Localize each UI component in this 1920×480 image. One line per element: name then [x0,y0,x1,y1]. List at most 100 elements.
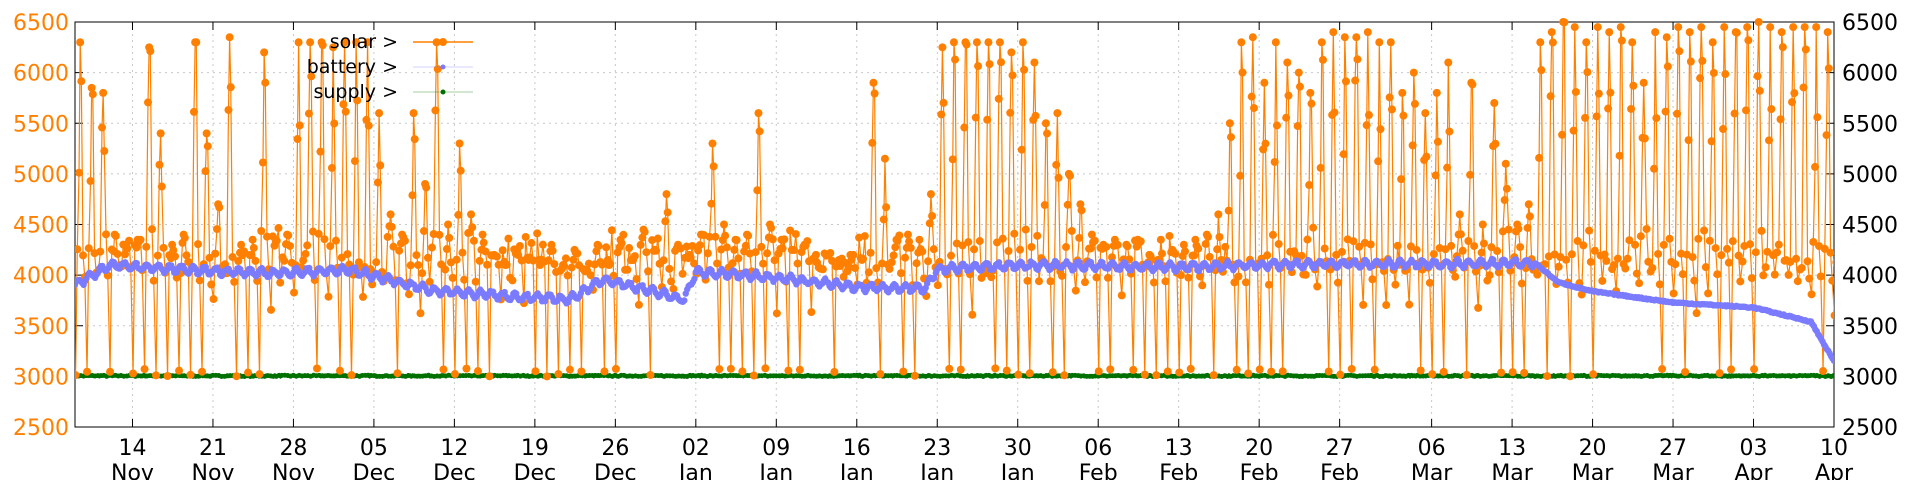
solar-point [1629,81,1638,90]
solar-point [544,256,553,265]
solar-point [1041,119,1050,128]
solar-point [1347,364,1356,373]
solar-point [1579,241,1588,250]
solar-point [1684,136,1693,145]
solar-point [869,78,878,87]
solar-point [974,62,983,71]
solar-point [202,129,211,138]
solar-point [905,237,914,246]
solar-point [1628,38,1637,47]
solar-point [1911,369,1919,377]
solar-point [448,273,457,282]
solar-point [303,241,312,250]
solar-point [569,255,578,264]
solar-point [372,258,381,267]
x-tick-label-day: 06 [1418,436,1446,461]
solar-point [1340,33,1349,42]
x-tick-label-day: 03 [1740,436,1768,461]
solar-point [1674,23,1683,32]
solar-point [1108,253,1117,262]
solar-point [276,278,285,287]
x-tick-label-month: Mar [1572,461,1614,480]
solar-point [340,38,349,47]
solar-point [924,257,933,266]
solar-point [1755,86,1764,95]
solar-point [1807,290,1816,299]
solar-point [1351,76,1360,85]
solar-point [926,190,935,199]
solar-point [1306,88,1315,97]
solar-point [1715,369,1724,378]
solar-point [983,115,992,124]
solar-point [1502,184,1511,193]
solar-point [234,257,243,266]
y-tick-label-left: 2500 [13,416,69,441]
solar-point [1102,242,1111,251]
solar-point [86,177,95,186]
solar-point [1916,18,1920,26]
solar-point [1238,68,1247,77]
solar-point [1554,262,1563,271]
solar-point [1697,23,1706,32]
solar-point [705,232,714,241]
solar-point [719,220,728,229]
solar-point [1570,23,1579,32]
solar-point [341,107,350,116]
solar-point [606,259,615,268]
solar-point [1270,157,1279,166]
solar-point [1665,234,1674,243]
solar-point [1204,232,1213,241]
solar-point [1349,237,1358,246]
solar-point [306,38,315,47]
solar-point [730,245,739,254]
solar-point [1317,38,1326,47]
solar-point [1832,259,1834,266]
solar-point [1397,175,1406,184]
solar-point [1214,210,1223,219]
solar-point [313,364,322,373]
legend-label: solar > [330,31,398,53]
solar-point [1456,230,1465,239]
solar-point [454,210,463,219]
solar-point [251,256,260,265]
y-tick-label-right: 4500 [1842,214,1898,239]
solar-point [1822,131,1831,140]
solar-point [462,364,471,373]
solar-point [1052,160,1061,169]
solar-point [1406,242,1415,251]
solar-point [565,365,574,374]
solar-point [1800,23,1809,32]
solar-point [851,264,860,273]
solar-point [1485,271,1494,280]
solar-point [939,98,948,107]
solar-point [318,41,327,50]
solar-point [255,370,264,379]
solar-point [962,40,971,49]
solar-point [1813,113,1822,122]
solar-point [1685,28,1694,37]
solar-point [1060,371,1069,380]
x-tick-label-day: 05 [360,436,388,461]
solar-point [1309,223,1318,232]
solar-point [1329,28,1338,37]
solar-point [290,288,299,297]
solar-point [358,292,367,301]
solar-point [1006,108,1015,117]
solar-point [1812,23,1821,32]
solar-point [155,160,164,169]
solar-point [678,269,687,278]
solar-point [1283,58,1292,67]
solar-point [560,262,569,271]
y-tick-label-right: 5000 [1842,163,1898,188]
solar-point [686,253,695,262]
solar-point [1654,249,1663,258]
solar-point [1890,243,1898,251]
solar-point [665,264,674,273]
solar-point [1859,53,1867,61]
legend-entry: solar > [330,31,473,53]
y-tick-label-left: 6500 [13,11,69,36]
solar-point [1284,91,1293,100]
x-tick-label-month: Jan [918,461,954,480]
solar-point [1761,263,1770,272]
solar-point [910,371,919,380]
